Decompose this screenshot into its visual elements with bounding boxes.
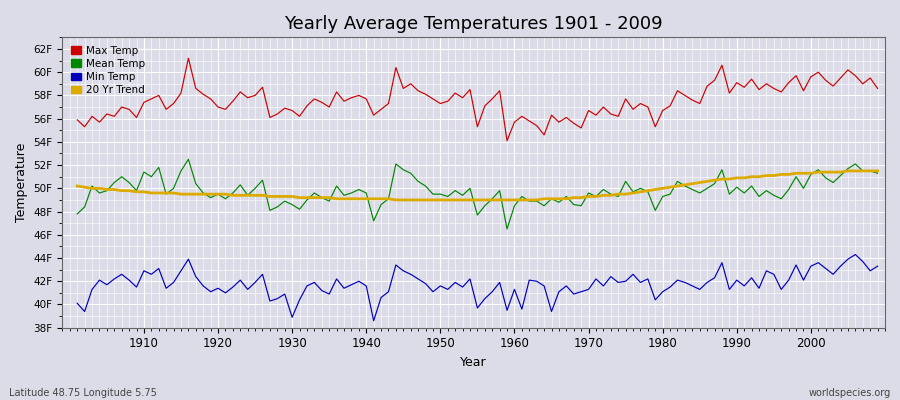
Title: Yearly Average Temperatures 1901 - 2009: Yearly Average Temperatures 1901 - 2009	[284, 15, 663, 33]
Y-axis label: Temperature: Temperature	[15, 143, 28, 222]
Legend: Max Temp, Mean Temp, Min Temp, 20 Yr Trend: Max Temp, Mean Temp, Min Temp, 20 Yr Tre…	[68, 42, 148, 98]
Text: Latitude 48.75 Longitude 5.75: Latitude 48.75 Longitude 5.75	[9, 388, 157, 398]
Text: worldspecies.org: worldspecies.org	[809, 388, 891, 398]
X-axis label: Year: Year	[461, 356, 487, 369]
